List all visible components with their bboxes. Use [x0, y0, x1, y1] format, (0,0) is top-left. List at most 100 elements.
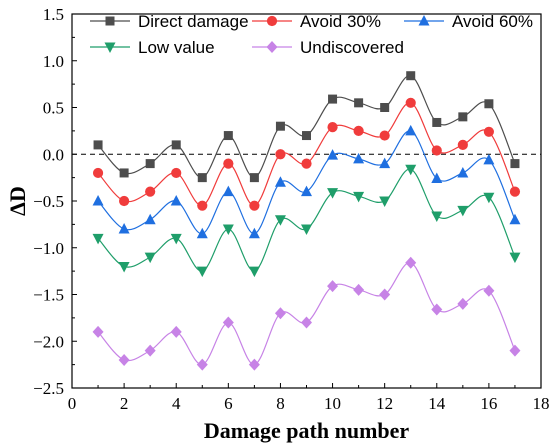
data-point: [483, 192, 495, 204]
legend-item: Direct damage: [90, 12, 249, 31]
data-point: [353, 125, 364, 136]
data-point: [275, 121, 285, 131]
data-point: [327, 149, 339, 160]
data-point: [196, 266, 208, 278]
legend: Direct damage Avoid 30% Avoid 60% Low value…: [90, 12, 533, 57]
data-point: [249, 173, 259, 183]
data-point: [327, 280, 339, 293]
x-tick-label: 2: [120, 394, 129, 413]
y-tick-label: 0.0: [43, 145, 64, 164]
data-point: [93, 140, 103, 150]
data-point: [118, 223, 130, 234]
data-point: [223, 131, 233, 141]
data-point: [301, 185, 312, 197]
plot-frame: [71, 13, 542, 389]
data-point: [509, 252, 521, 264]
data-point: [354, 98, 364, 108]
data-point: [327, 188, 339, 199]
data-point: [118, 261, 130, 273]
y-tick-label: −1.5: [33, 286, 64, 305]
data-point: [170, 195, 182, 206]
data-point: [145, 186, 156, 197]
series-line: [97, 262, 516, 366]
series-direct-damage: [93, 71, 520, 183]
series-group: [92, 71, 521, 371]
legend-marker: [266, 15, 278, 27]
data-point: [405, 124, 417, 136]
data-point: [249, 200, 260, 211]
data-point: [197, 200, 208, 211]
data-point: [509, 344, 521, 357]
data-point: [248, 358, 260, 371]
series-undiscovered: [92, 256, 521, 371]
data-point: [301, 224, 312, 236]
data-point: [145, 159, 155, 169]
legend-label: Avoid 30%: [300, 12, 381, 31]
data-point: [379, 196, 391, 207]
data-point: [483, 284, 495, 297]
data-point: [457, 297, 469, 310]
plot-border: [71, 13, 542, 389]
legend-item: Low value: [90, 38, 215, 57]
x-tick-label: 0: [68, 394, 77, 413]
legend-item: Undiscovered: [252, 38, 404, 57]
legend-label: Undiscovered: [300, 38, 404, 57]
data-point: [196, 358, 208, 371]
data-point: [171, 140, 181, 150]
data-point: [379, 130, 390, 141]
data-point: [248, 227, 260, 239]
series-line: [97, 168, 516, 272]
data-point: [302, 131, 311, 141]
legend-item: Avoid 30%: [252, 12, 381, 31]
data-point: [405, 256, 417, 269]
data-point: [353, 283, 365, 296]
data-point: [405, 97, 416, 108]
data-point: [457, 166, 469, 178]
y-tick-label: 1.0: [43, 52, 64, 71]
x-tick-label: 4: [172, 394, 181, 413]
data-point: [248, 266, 260, 278]
y-tick-label: 0.5: [43, 99, 64, 118]
data-point: [483, 126, 494, 137]
data-point: [275, 149, 286, 160]
legend-marker: [418, 15, 430, 26]
legend-marker: [105, 16, 115, 26]
data-point: [92, 233, 104, 245]
y-tick-label: −2.5: [33, 379, 64, 398]
data-point: [379, 157, 391, 169]
data-point: [171, 167, 182, 179]
data-point: [92, 195, 104, 206]
data-point: [509, 213, 521, 225]
data-point: [510, 159, 520, 169]
data-point: [509, 186, 521, 197]
data-point: [222, 185, 234, 197]
x-tick-label: 10: [324, 394, 341, 413]
data-point: [92, 167, 104, 179]
legend-item: Avoid 60%: [404, 12, 533, 31]
data-point: [274, 215, 286, 226]
data-point: [432, 117, 442, 127]
data-point: [431, 172, 443, 184]
data-point: [405, 164, 417, 176]
series-avoid-30: [92, 97, 521, 211]
data-point: [119, 168, 129, 178]
data-point: [170, 325, 182, 338]
x-tick-label: 12: [376, 394, 393, 413]
data-point: [379, 288, 391, 301]
y-tick-label: −0.5: [33, 192, 64, 211]
y-axis-title: ΔD: [5, 186, 30, 216]
data-point: [431, 303, 443, 316]
y-tick-label: −1.0: [33, 239, 64, 258]
data-point: [301, 316, 312, 329]
data-point: [301, 158, 312, 169]
x-tick-label: 16: [480, 394, 497, 413]
legend-marker: [266, 41, 278, 53]
data-point: [458, 112, 468, 122]
x-tick-label: 6: [224, 394, 233, 413]
data-point: [144, 213, 156, 225]
data-point: [328, 94, 338, 104]
x-tick-label: 18: [533, 394, 550, 413]
data-point: [431, 145, 442, 156]
data-point: [457, 205, 469, 217]
